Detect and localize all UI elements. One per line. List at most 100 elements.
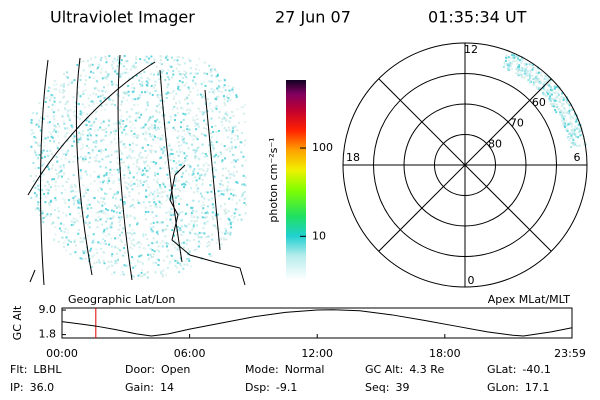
pixel [186,125,189,128]
pixel [507,64,510,67]
pixel [82,195,85,198]
pixel [129,261,132,264]
pixel [551,104,554,107]
pixel [190,187,193,190]
pixel [42,216,45,219]
pixel [228,120,231,123]
pixel [521,69,524,72]
pixel [141,146,144,149]
pixel [579,134,582,137]
pixel [141,81,144,84]
pixel [88,203,91,206]
pixel [122,96,125,99]
pixel [123,264,126,267]
pixel [123,128,126,131]
pixel [208,152,211,155]
pixel [540,82,543,85]
pixel [63,172,66,175]
pixel [197,245,200,248]
pixel [210,107,213,110]
pixel [131,256,134,259]
pixel [145,169,148,172]
pixel [195,123,198,126]
pixel [545,80,548,83]
pixel [133,232,136,235]
pixel [169,218,172,221]
pixel [65,180,68,183]
pixel [184,113,187,116]
pixel [181,77,184,80]
pixel [544,74,547,77]
pixel [219,183,222,186]
pixel [528,72,531,75]
pixel [154,203,157,206]
pixel [95,134,98,137]
pixel [214,124,217,127]
pixel [224,167,227,170]
pixel [545,83,548,86]
pixel [123,202,126,205]
pixel [191,79,194,82]
pixel [228,173,231,176]
field-value: 17.1 [525,381,550,394]
pixel [244,176,247,179]
pixel [196,118,199,121]
pixel [69,253,72,256]
pixel [112,130,115,133]
pixel [581,133,584,136]
pixel [159,61,162,64]
pixel [186,203,189,206]
pixel [546,76,549,79]
pixel [150,124,153,127]
pixel [230,132,233,135]
field-label: Gain: [125,381,154,394]
pixel [573,126,576,129]
pixel [208,104,211,107]
pixel [173,105,176,108]
pixel [208,144,211,147]
pixel [100,122,103,125]
pixel [84,189,87,192]
pixel [66,139,69,142]
pixel [70,124,73,127]
pixel [156,181,159,184]
pixel [178,211,181,214]
pixel [182,172,185,175]
pixel [145,133,148,136]
pixel [140,254,143,257]
pixel [158,78,161,81]
pixel [147,244,150,247]
pixel [518,73,521,76]
pixel [173,119,176,122]
pixel [117,247,120,250]
pixel [141,262,144,265]
pixel [561,111,564,114]
pixel [54,180,57,183]
pixel [170,76,173,79]
pixel [92,103,95,106]
pixel [152,237,155,240]
pixel [148,256,151,259]
pixel [215,70,218,73]
map-lines [27,54,246,286]
pixel [54,226,57,229]
pixel [102,212,105,215]
pixel [76,220,79,223]
pixel [558,88,561,91]
pixel [143,247,146,250]
colorbar [286,80,306,280]
pixel [177,85,180,88]
pixel [117,55,120,58]
pixel [66,100,69,103]
pixel [46,150,49,153]
pixel [149,204,152,207]
pixel [148,132,151,135]
pixel [94,117,97,120]
pixel [77,228,80,231]
pixel [88,221,91,224]
pixel [159,94,162,97]
pixel [225,118,228,121]
pixel [234,208,237,211]
pixel [187,173,190,176]
pixel [138,134,141,137]
